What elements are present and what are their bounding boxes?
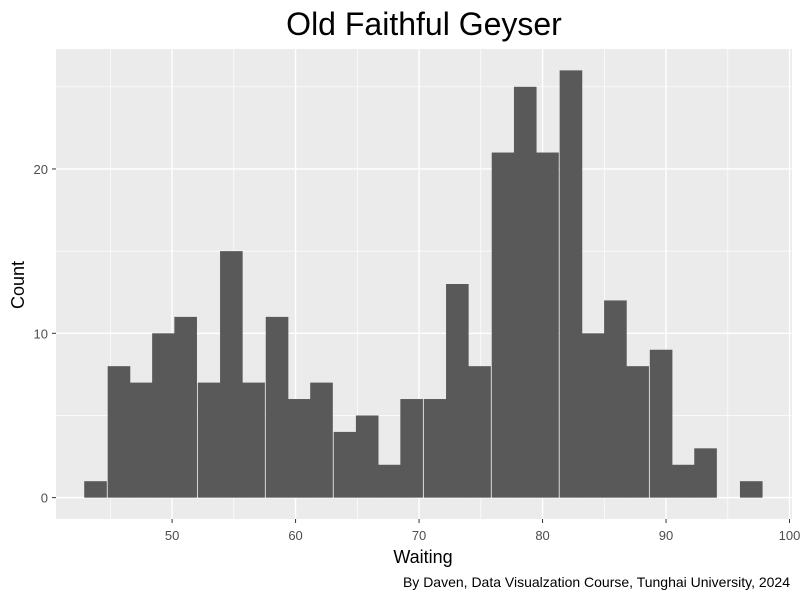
histogram-bar (626, 366, 649, 498)
bars (84, 70, 763, 498)
histogram-bar (174, 316, 197, 498)
y-axis-title: Count (8, 261, 28, 309)
histogram-bar (446, 284, 469, 498)
y-tick-label: 0 (41, 491, 48, 506)
x-tick-label: 60 (288, 528, 302, 543)
histogram-bar (491, 152, 515, 498)
x-tick-label: 50 (165, 528, 179, 543)
histogram-bar (536, 152, 559, 498)
x-tick-label: 90 (659, 528, 673, 543)
chart-title: Old Faithful Geyser (286, 6, 562, 42)
histogram-bar (559, 70, 583, 498)
histogram-bar (604, 300, 627, 498)
histogram-bar (649, 349, 673, 498)
histogram-bar (197, 382, 221, 498)
histogram-bar (378, 464, 401, 498)
chart-caption: By Daven, Data Visualzation Course, Tung… (403, 574, 790, 590)
histogram-bar (400, 399, 423, 498)
histogram-bar (694, 448, 717, 498)
histogram-bar (468, 366, 491, 498)
histogram-bar (355, 415, 379, 498)
histogram-bar (423, 399, 447, 498)
histogram-bar (287, 399, 311, 498)
histogram-bar (265, 316, 289, 498)
x-axis-title: Waiting (393, 547, 452, 567)
histogram-bar (581, 333, 605, 498)
y-tick-label: 10 (34, 326, 48, 341)
histogram-bar (152, 333, 175, 498)
x-tick-label: 100 (779, 528, 800, 543)
y-axis-ticks: 0 10 20 (34, 162, 56, 506)
histogram-bar (107, 366, 131, 498)
y-tick-label: 20 (34, 162, 48, 177)
x-tick-label: 70 (412, 528, 426, 543)
histogram-bar (310, 382, 333, 498)
histogram-bar (739, 481, 763, 498)
x-tick-label: 80 (535, 528, 549, 543)
histogram-bar (513, 86, 537, 498)
histogram-bar (333, 431, 357, 498)
histogram-bar (129, 382, 153, 498)
histogram-bar (84, 481, 107, 498)
histogram-bar (220, 251, 243, 498)
histogram-bar (242, 382, 265, 498)
x-axis-ticks: 50 60 70 80 90 100 (165, 519, 800, 543)
histogram-bar (672, 464, 695, 498)
